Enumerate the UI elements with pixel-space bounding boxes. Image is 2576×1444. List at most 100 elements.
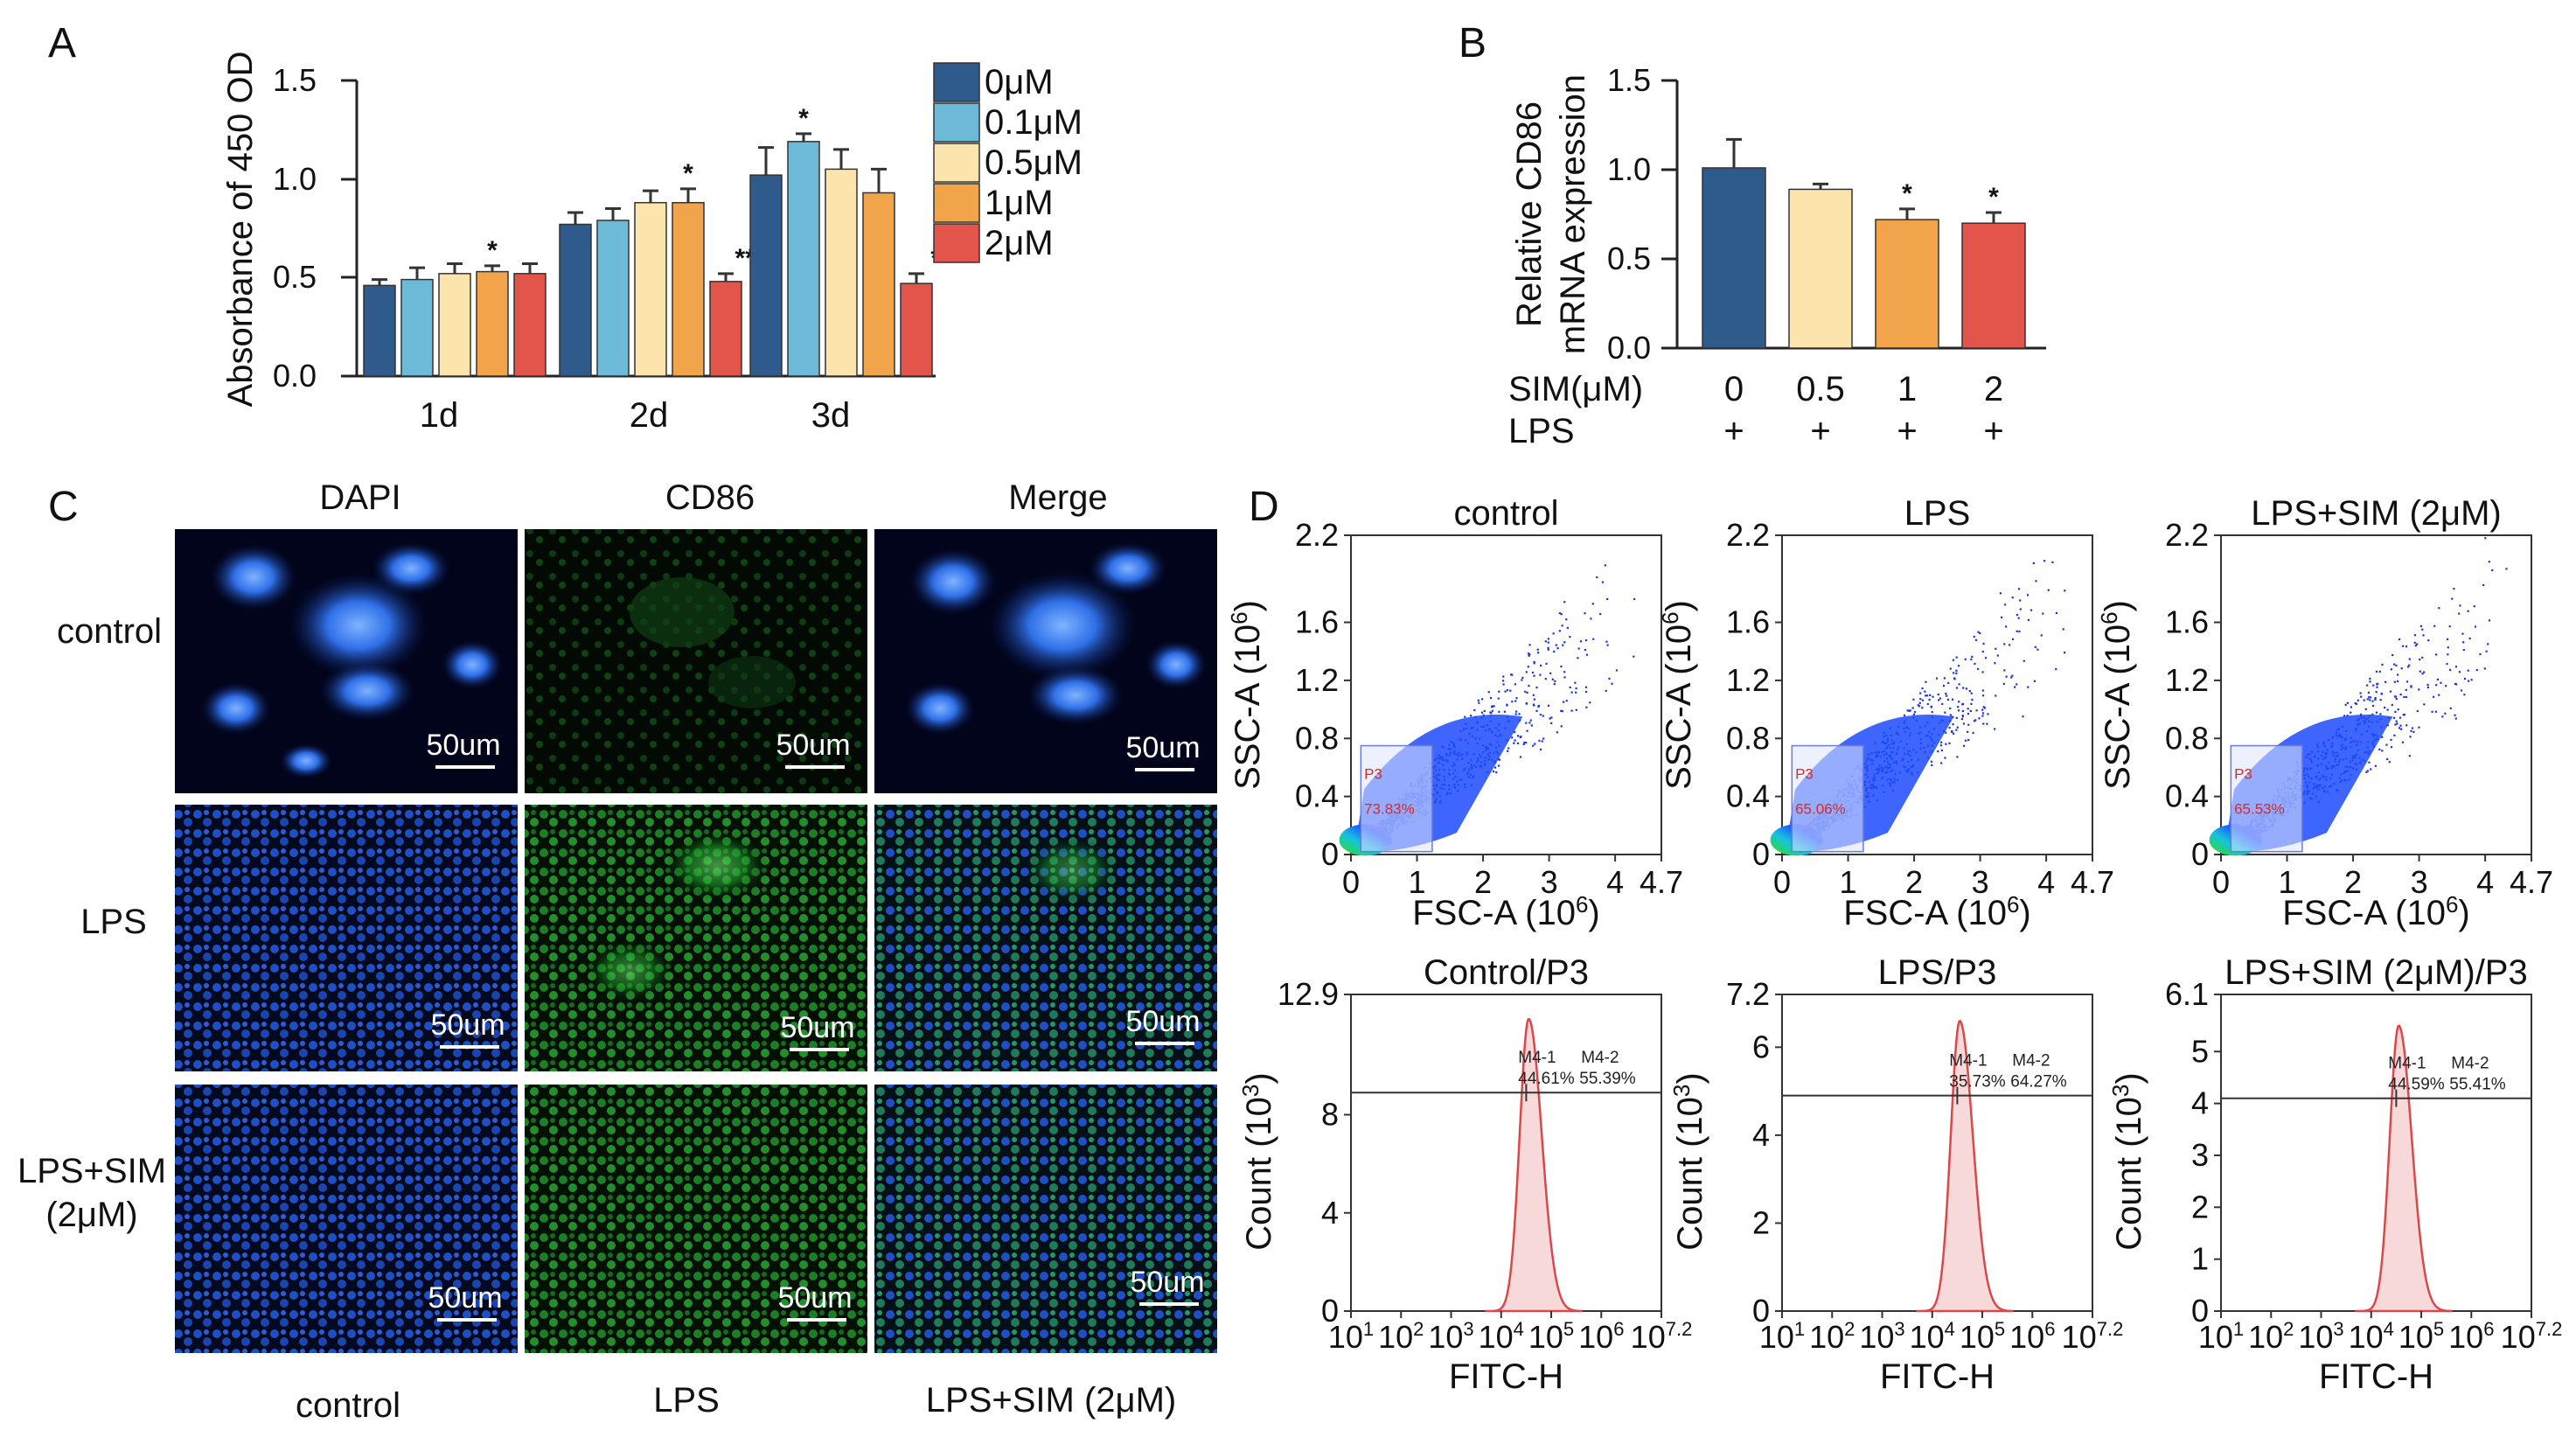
scatter-event [1937, 750, 1939, 753]
scatter-event [1490, 712, 1493, 715]
x-tick-label: 2 [1474, 864, 1492, 900]
gate-p3 [2230, 744, 2303, 853]
x-tick-label: 106 [1578, 1318, 1624, 1355]
scatter-event [1932, 695, 1934, 698]
scatter-event [1464, 715, 1466, 718]
scatter-event [2375, 711, 2378, 714]
scatter-event [2393, 663, 2396, 666]
marker-m4-1-name: M4-1 [1949, 1052, 1987, 1071]
scatter-event [1937, 693, 1939, 696]
scatter-event [2359, 692, 2362, 694]
scatter-event [1552, 632, 1555, 635]
scatter-event [1994, 662, 1996, 665]
scatter-event [2408, 664, 2411, 666]
scatter-event [2379, 699, 2382, 701]
scatter-event [2036, 648, 2039, 651]
scatter-event [1633, 655, 1635, 658]
scatter-event [1941, 702, 1944, 706]
scatter-event [2017, 617, 2020, 619]
scatter-event [1497, 764, 1500, 767]
bar-2d-1μM [672, 201, 705, 377]
scatter-event [2434, 710, 2438, 713]
scatter-event [2371, 704, 2375, 708]
scatter-event [1951, 730, 1953, 734]
scatter-event [2051, 561, 2054, 564]
scatter-event [2413, 641, 2416, 645]
gate-name: P3 [2234, 766, 2252, 783]
scatter-event [1533, 662, 1535, 665]
scatter-event [2047, 589, 2050, 591]
scatter-event [1955, 656, 1958, 659]
x-axis-exponent: 6 [2007, 891, 2019, 917]
histogram-title: Control/P3 [1424, 953, 1589, 992]
scatter-event [1939, 697, 1942, 700]
panel-b-lps-1: + [1810, 412, 1830, 450]
scatter-event [2401, 645, 2405, 647]
scatter-event [2355, 702, 2358, 705]
scatter-event [1996, 654, 1999, 657]
scatter-event [1903, 714, 1906, 717]
x-tick-label: 104 [1910, 1318, 1955, 1355]
scatter-event [2448, 668, 2452, 672]
histogram-title: LPS+SIM (2μM)/P3 [2224, 953, 2527, 992]
scatter-event [1497, 697, 1500, 700]
scatter-event [2399, 693, 2402, 696]
scatter-event [1930, 760, 1933, 763]
marker-m4-2-name: M4-2 [2451, 1055, 2489, 1073]
scatter-event [1981, 650, 1984, 653]
scatter-event [1516, 742, 1520, 744]
significance-mark: * [1988, 183, 1999, 212]
scatter-event [2043, 560, 2046, 562]
x-tick-label: 3 [2411, 864, 2428, 900]
y-tick-label: 6 [1752, 1029, 1770, 1064]
legend-label-0-1um: 0.1μM [985, 103, 1083, 142]
scatter-event [1542, 737, 1545, 740]
bar-sim-1 [1875, 219, 1939, 349]
scatter-event [2364, 708, 2367, 710]
significance-mark: * [487, 236, 498, 265]
bar-1d-0μM [363, 284, 396, 377]
scatter-event [1493, 766, 1497, 769]
scatter-event [2488, 619, 2491, 622]
scatter-event [2401, 741, 2405, 743]
scatter-event [1949, 667, 1952, 670]
scatter-event [1967, 723, 1970, 726]
scatter-event [1489, 711, 1492, 714]
scatter-event [1911, 707, 1914, 709]
scatter-event [2376, 683, 2378, 686]
scatter-event [1955, 669, 1958, 672]
legend-swatch-0-5um [933, 143, 980, 183]
x-tick-exponent: 5 [2433, 1318, 2444, 1340]
x-axis-exponent: 6 [1576, 891, 1588, 917]
scatter-event [1925, 680, 1927, 683]
scatter-event [1957, 706, 1960, 708]
bar-3d-0.1μM [787, 141, 820, 377]
scatter-event [2408, 658, 2411, 660]
scatter-event [1926, 702, 1929, 706]
scatter-event [2467, 610, 2469, 612]
image-lps-sim-cd86 [525, 1085, 867, 1353]
scatter-event [1958, 683, 1960, 686]
scatter-event [2426, 683, 2429, 687]
scatter-event [2398, 716, 2402, 719]
scatter-event [1961, 715, 1964, 717]
y-axis-exponent: 3 [2107, 1085, 2134, 1097]
scatter-event [2040, 634, 2043, 637]
scatter-event [1521, 679, 1523, 681]
panel-b-y-axis-label-2: mRNA expression [1554, 74, 1592, 354]
y-axis-label: Count (103) [1668, 1072, 1709, 1250]
scatter-event [1935, 677, 1939, 680]
y-axis-exponent: 3 [1668, 1085, 1695, 1097]
scatter-event [2410, 685, 2412, 687]
scatter-event [1563, 671, 1566, 673]
row-label-lps-sim-dose: (2μM) [45, 1196, 137, 1234]
y-tick-label: 2 [1752, 1204, 1770, 1240]
marker-m4-2-name: M4-2 [1581, 1049, 1619, 1067]
scatter-event [1562, 644, 1564, 646]
legend-swatch-0-1um [933, 102, 980, 143]
scatter-event [1547, 641, 1549, 644]
scatter-event [1509, 689, 1512, 692]
scatter-event [1984, 657, 1988, 659]
scatter-event [2449, 707, 2452, 709]
scatter-event [2003, 603, 2007, 606]
